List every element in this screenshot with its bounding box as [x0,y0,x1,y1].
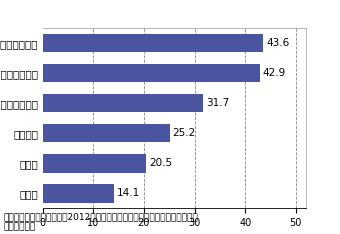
Bar [42,124,170,143]
Text: 43.6: 43.6 [266,38,289,48]
Text: 42.9: 42.9 [262,68,286,78]
Bar [42,64,260,82]
Text: 資料：ドイツ商工会議所（2012）「対外直接投資に関するアンケート調査」
　から作成。: 資料：ドイツ商工会議所（2012）「対外直接投資に関するアンケート調査」 から作… [3,212,198,232]
Bar [42,94,203,113]
Bar [42,34,264,52]
Bar [42,154,147,172]
Text: 14.1: 14.1 [117,188,140,198]
Text: 31.7: 31.7 [206,98,229,108]
Text: 20.5: 20.5 [149,158,172,168]
Text: 25.2: 25.2 [173,128,196,138]
Bar [42,184,114,203]
